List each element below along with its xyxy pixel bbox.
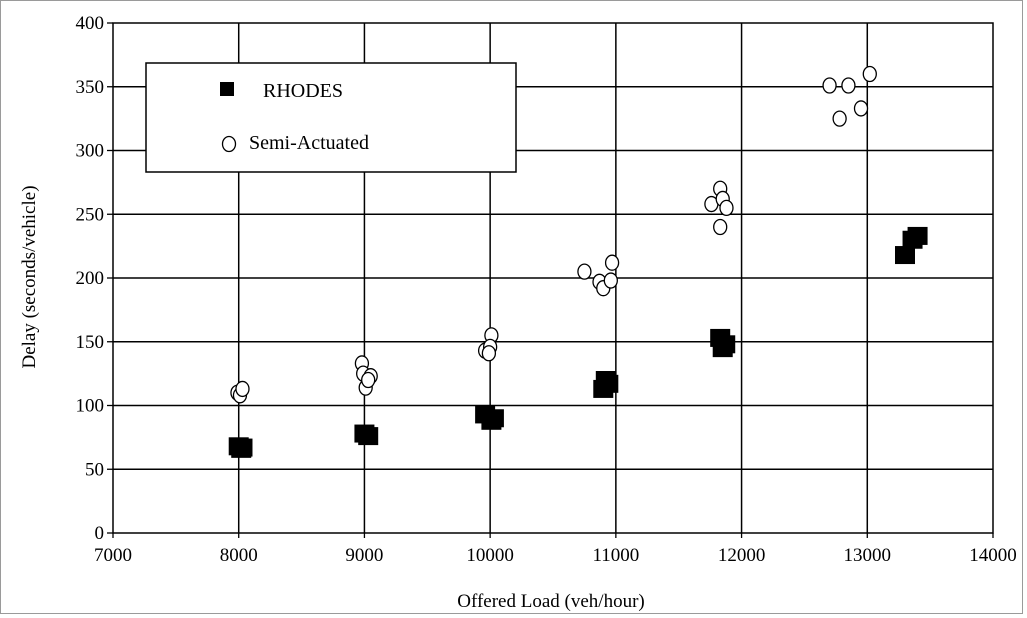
- x-tick-label: 14000: [969, 545, 1017, 566]
- y-tick-label: 100: [76, 396, 105, 417]
- data-point-semi-actuated: [481, 345, 497, 362]
- legend: RHODES Semi-Actuated: [145, 62, 517, 173]
- data-point-semi-actuated: [604, 254, 620, 271]
- x-tick-label: 13000: [844, 545, 892, 566]
- data-points: [228, 65, 928, 458]
- data-point-rhodes: [715, 335, 736, 354]
- data-point-semi-actuated: [361, 371, 376, 389]
- data-point-semi-actuated: [713, 218, 728, 236]
- y-tick-label: 300: [76, 141, 105, 162]
- y-tick-label: 400: [76, 13, 105, 34]
- y-tick-label: 0: [95, 523, 105, 544]
- y-axis-tick-labels: 0 50 100 150 200 250 300 350 400: [76, 13, 105, 544]
- data-point-semi-actuated: [577, 263, 592, 280]
- y-tick-label: 150: [76, 332, 105, 353]
- y-tick-label: 250: [76, 204, 105, 225]
- x-tick-label: 8000: [220, 545, 258, 566]
- legend-marker-semi-actuated: [221, 135, 237, 153]
- legend-marker-rhodes: [220, 82, 234, 96]
- data-point-rhodes: [595, 371, 616, 389]
- legend-label-semi-actuated: Semi-Actuated: [249, 132, 369, 154]
- data-point-rhodes: [358, 427, 379, 446]
- y-tick-label: 50: [85, 459, 104, 480]
- data-point-semi-actuated: [841, 77, 856, 94]
- data-point-rhodes: [232, 438, 253, 457]
- data-point-rhodes: [907, 226, 928, 245]
- legend-label-rhodes: RHODES: [263, 80, 343, 102]
- x-tick-label: 9000: [345, 545, 383, 566]
- x-tick-label: 12000: [718, 545, 766, 566]
- legend-box: [145, 62, 517, 173]
- axis-ticks: [107, 22, 994, 538]
- y-tick-label: 200: [76, 268, 105, 289]
- data-point-rhodes: [895, 246, 915, 265]
- y-tick-label: 350: [76, 77, 105, 98]
- x-tick-label: 10000: [466, 545, 514, 566]
- data-point-semi-actuated: [235, 380, 250, 398]
- data-point-semi-actuated: [719, 199, 734, 217]
- x-axis-label: Offered Load (veh/hour): [457, 591, 644, 612]
- x-tick-label: 11000: [592, 545, 639, 566]
- x-axis-tick-labels: 7000 8000 9000 10000 11000 12000 13000 14000: [94, 545, 1017, 566]
- data-point-rhodes: [481, 411, 502, 430]
- x-tick-label: 7000: [94, 545, 132, 566]
- data-point-semi-actuated: [832, 110, 847, 127]
- data-point-semi-actuated: [853, 100, 869, 117]
- data-point-semi-actuated: [822, 77, 837, 94]
- data-point-semi-actuated: [862, 65, 877, 83]
- y-axis-label: Delay (seconds/vehicle): [19, 185, 40, 368]
- data-point-semi-actuated: [603, 272, 618, 289]
